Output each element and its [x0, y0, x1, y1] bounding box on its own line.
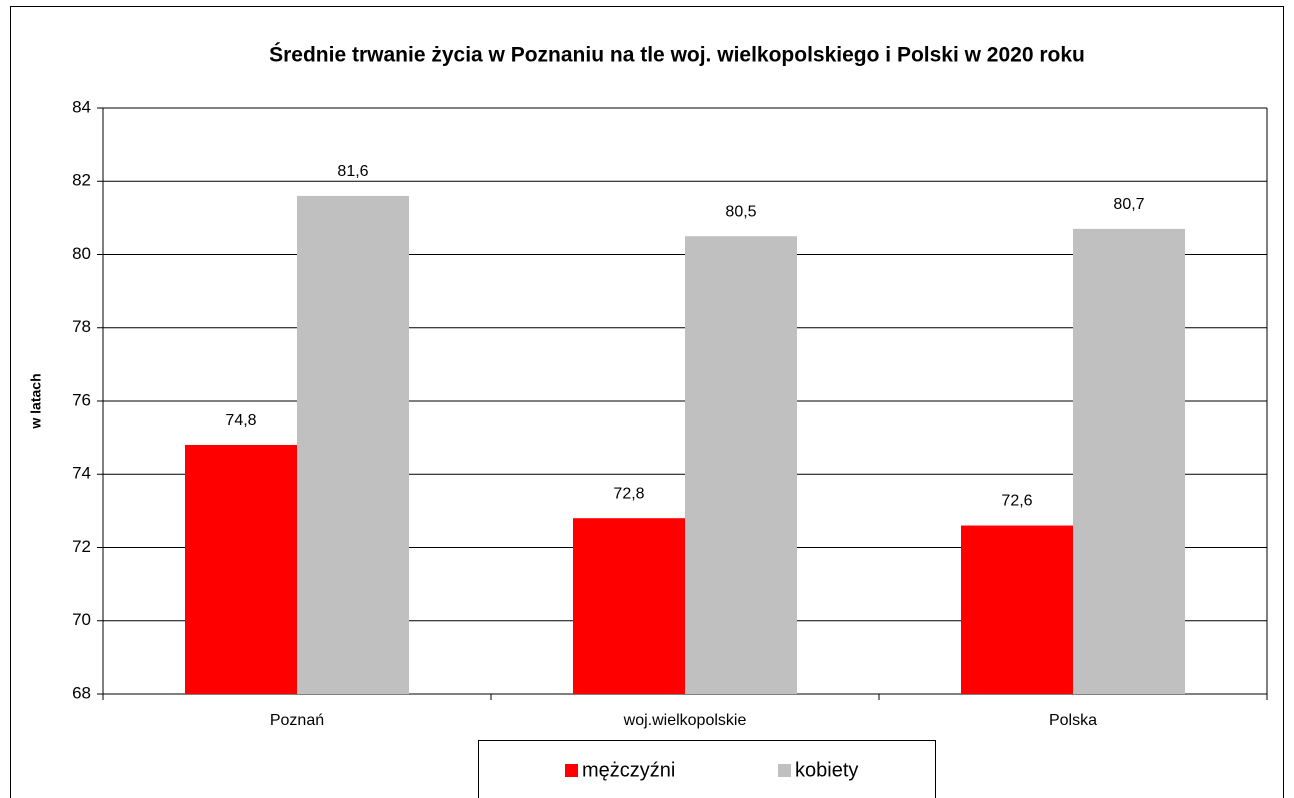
y-tick-label: 74 [72, 464, 91, 483]
data-label: 72,6 [1001, 493, 1032, 510]
legend-box [478, 740, 936, 798]
y-tick-label: 82 [72, 171, 91, 190]
y-tick-label: 78 [72, 317, 91, 336]
y-tick-label: 84 [72, 97, 91, 116]
x-tick-label: Poznań [270, 712, 324, 729]
legend-label: kobiety [795, 759, 858, 781]
bar [185, 444, 297, 694]
bar [297, 195, 409, 694]
y-tick-label: 80 [72, 244, 91, 263]
data-label: 81,6 [337, 163, 368, 180]
legend-label: mężczyźni [582, 759, 675, 781]
data-label: 72,8 [613, 485, 644, 502]
data-label: 80,5 [725, 203, 756, 220]
x-tick-label: Polska [1049, 712, 1097, 729]
data-label: 80,7 [1113, 196, 1144, 213]
bar [573, 518, 685, 694]
y-tick-label: 72 [72, 537, 91, 556]
chart-title: Średnie trwanie życia w Poznaniu na tle … [269, 43, 1085, 67]
y-axis-label: w latach [28, 373, 44, 429]
legend-swatch [565, 764, 578, 777]
legend-swatch [778, 764, 791, 777]
x-tick-label: woj.wielkopolskie [623, 712, 747, 729]
y-tick-label: 68 [72, 683, 91, 702]
y-tick-label: 70 [72, 610, 91, 629]
y-tick-label: 76 [72, 390, 91, 409]
bar [961, 525, 1073, 694]
data-label: 74,8 [225, 412, 256, 429]
bar [1073, 228, 1185, 695]
bar [685, 236, 797, 694]
